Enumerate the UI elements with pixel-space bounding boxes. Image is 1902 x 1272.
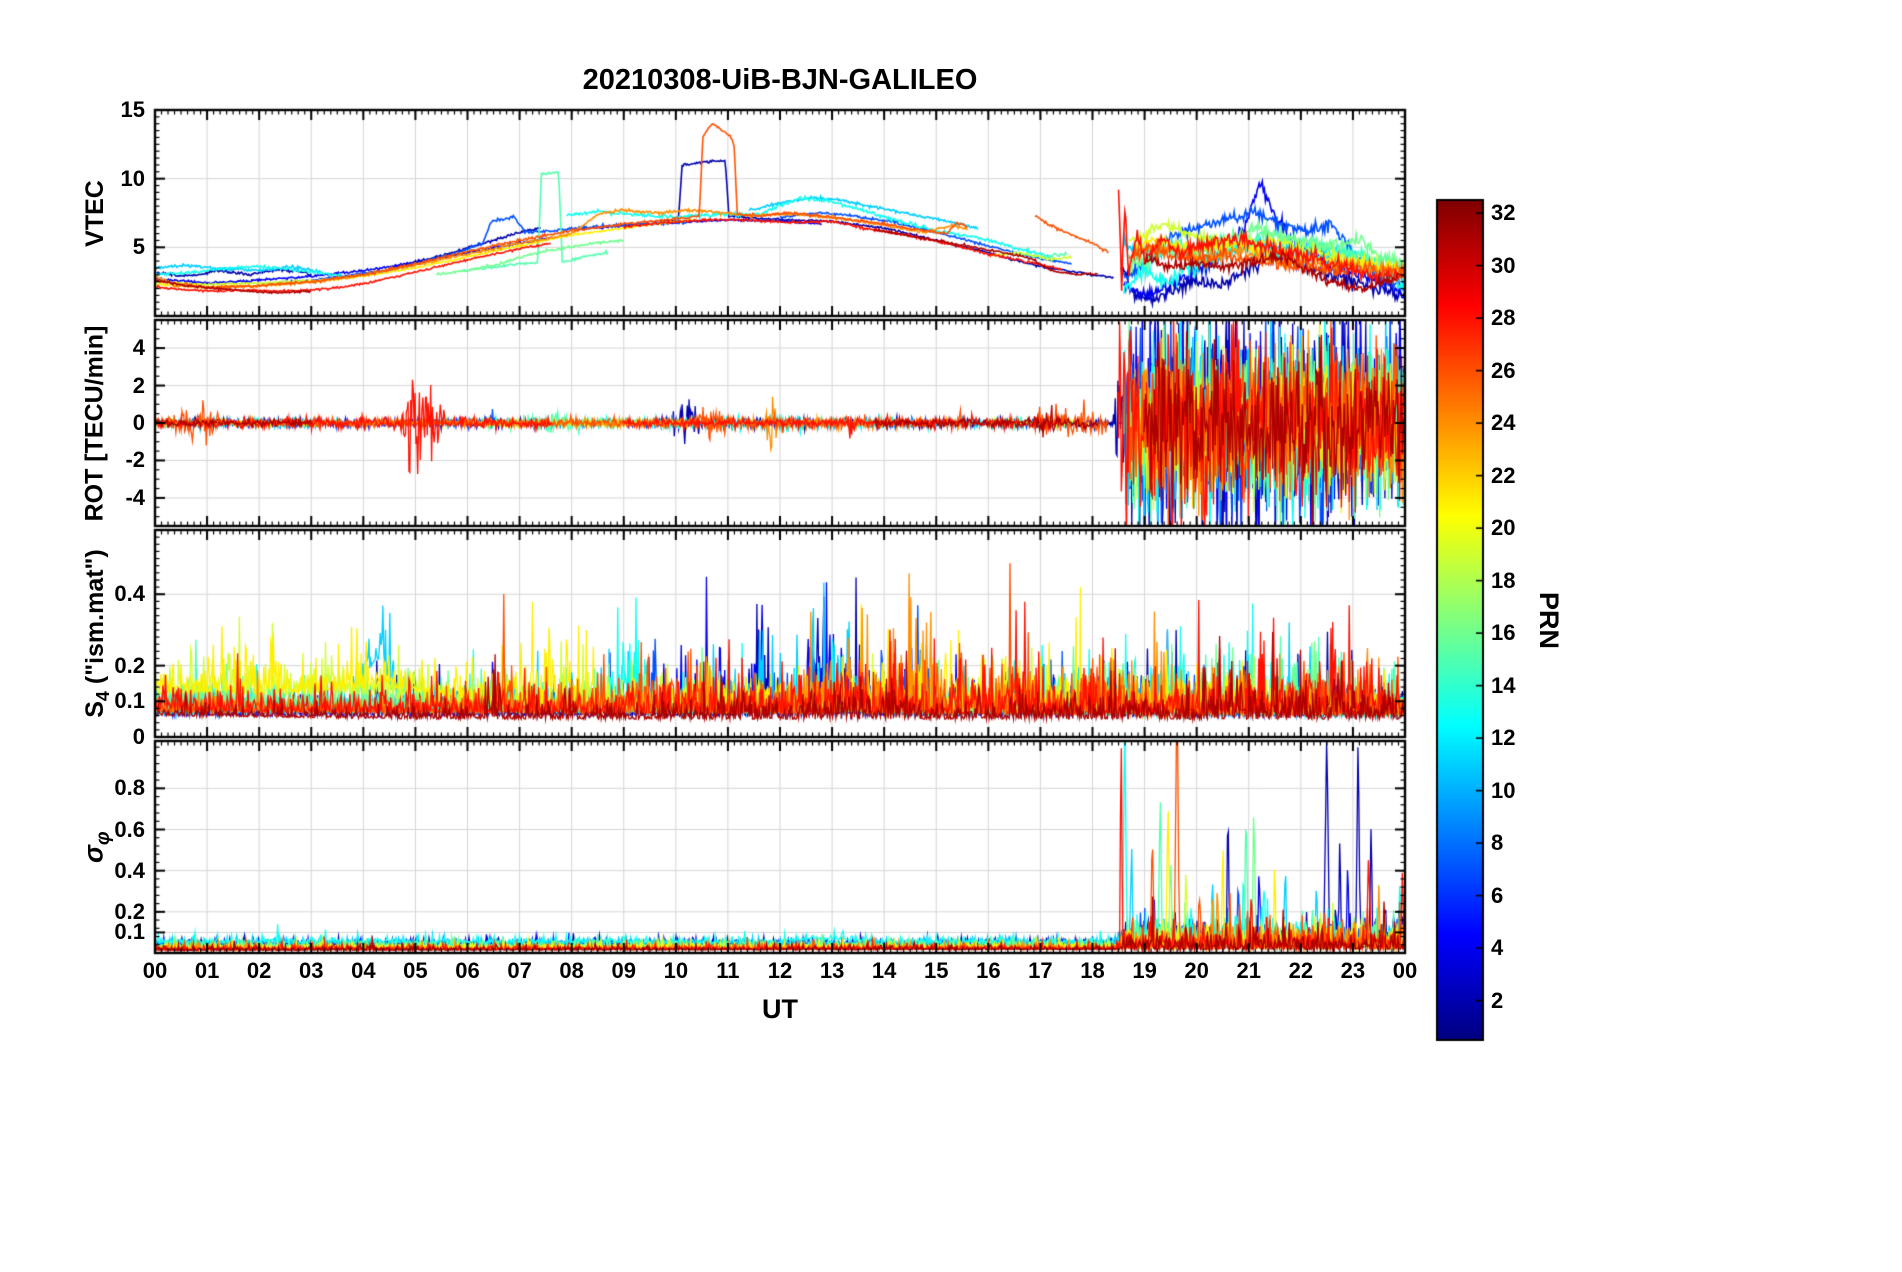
chart-title: 20210308-UiB-BJN-GALILEO [582, 64, 978, 96]
y-tick-label: 0.4 [114, 581, 145, 607]
x-tick-label: 02 [246, 958, 272, 983]
colorbar-tick-label: 22 [1491, 462, 1516, 488]
x-tick-label: 01 [194, 958, 220, 983]
colorbar-tick-label: 6 [1491, 882, 1504, 908]
y-tick-label: 10 [120, 165, 145, 191]
x-tick-label: 13 [819, 958, 845, 983]
colorbar-tick-label: 20 [1491, 515, 1516, 541]
y-tick-label: 0.2 [114, 652, 145, 678]
y-tick-label: 0.4 [114, 857, 145, 883]
x-tick-label: 16 [976, 958, 1001, 983]
x-tick-label: 15 [924, 958, 949, 983]
x-tick-label: 04 [351, 958, 376, 983]
y-tick-label: 0 [132, 410, 145, 435]
y-tick-label: 15 [120, 97, 145, 122]
x-tick-label: 05 [403, 958, 428, 983]
colorbar-tick-label: 18 [1491, 567, 1516, 593]
x-tick-label: 17 [1028, 958, 1053, 983]
x-tick-label: 06 [455, 958, 480, 983]
x-tick-label: 08 [559, 958, 584, 983]
y-axis-label-vtec: VTEC [75, 110, 119, 316]
y-tick-label: 4 [132, 335, 145, 361]
colorbar-tick-label: 14 [1491, 672, 1516, 698]
x-tick-label: 21 [1236, 958, 1261, 983]
x-tick-label: 23 [1340, 958, 1366, 983]
x-tick-label: 00 [142, 958, 168, 983]
x-tick-label: 18 [1080, 958, 1105, 983]
x-tick-label: 10 [663, 958, 689, 983]
colorbar-tick-label: 2 [1491, 987, 1504, 1013]
x-tick-label: 00 [1392, 958, 1418, 983]
x-tick-label: 19 [1132, 958, 1157, 983]
x-tick-label: 11 [716, 958, 740, 983]
colorbar-tick-label: 30 [1491, 252, 1516, 278]
colorbar-tick-label: 10 [1491, 777, 1516, 803]
colorbar-tick-label: 4 [1491, 935, 1504, 961]
colorbar-tick-label: 32 [1491, 200, 1516, 226]
x-tick-label: 22 [1288, 958, 1314, 983]
y-tick-label: 0.6 [114, 816, 145, 842]
y-tick-label: 0.2 [114, 898, 145, 924]
y-tick-label: 5 [132, 234, 145, 260]
y-tick-label: 0.1 [114, 919, 145, 945]
colorbar-tick-label: 16 [1491, 620, 1516, 646]
x-tick-label: 03 [299, 958, 324, 983]
colorbar-tick-label: 24 [1491, 410, 1516, 436]
colorbar-tick-label: 12 [1491, 725, 1516, 751]
y-tick-label: 2 [132, 372, 145, 398]
x-axis-label: UT [762, 994, 798, 1024]
y-tick-label: -2 [125, 447, 145, 473]
x-tick-label: 09 [611, 958, 636, 983]
y-tick-label: -4 [125, 484, 145, 510]
x-tick-label: 07 [507, 958, 532, 983]
x-tick-label: 20 [1184, 958, 1209, 983]
colorbar-tick-label: 28 [1491, 305, 1516, 331]
x-tick-label: 14 [871, 958, 897, 983]
y-tick-label: 0.1 [114, 688, 145, 714]
colorbar-tick-label: 8 [1491, 830, 1504, 856]
y-tick-label: 0.8 [114, 775, 145, 801]
colorbar-tick-label: 26 [1491, 357, 1516, 383]
x-tick-label: 12 [767, 958, 793, 983]
y-tick-label: 0 [132, 724, 145, 749]
